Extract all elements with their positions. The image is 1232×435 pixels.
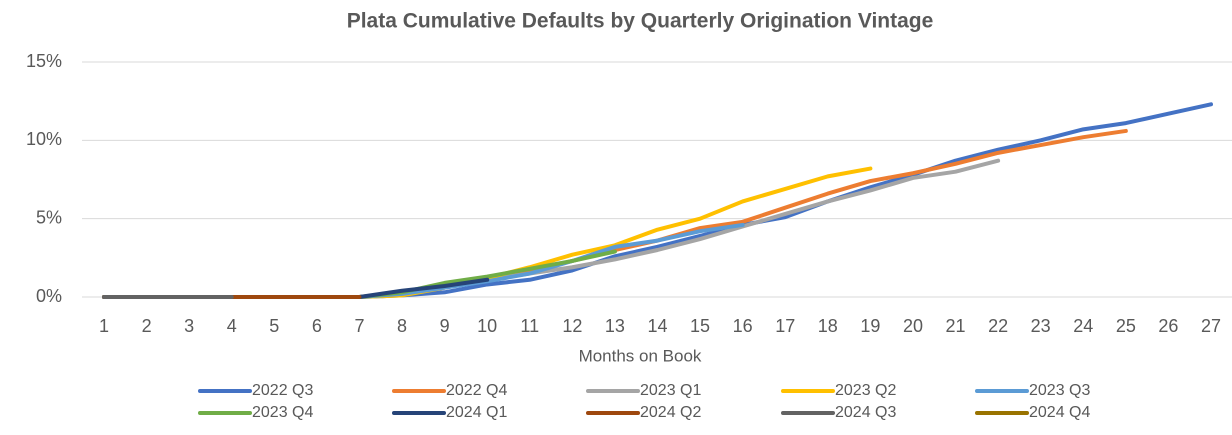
x-tick-label: 2 bbox=[142, 316, 152, 336]
x-tick-label: 3 bbox=[184, 316, 194, 336]
x-tick-label: 14 bbox=[647, 316, 667, 336]
x-tick-label: 7 bbox=[354, 316, 364, 336]
legend-label: 2024 Q3 bbox=[835, 404, 896, 421]
x-tick-label: 6 bbox=[312, 316, 322, 336]
x-tick-label: 12 bbox=[562, 316, 582, 336]
x-tick-label: 23 bbox=[1031, 316, 1051, 336]
legend-label: 2022 Q3 bbox=[252, 382, 313, 399]
x-tick-label: 25 bbox=[1116, 316, 1136, 336]
legend-label: 2023 Q4 bbox=[252, 404, 313, 421]
x-tick-label: 9 bbox=[440, 316, 450, 336]
chart-title: Plata Cumulative Defaults by Quarterly O… bbox=[347, 10, 934, 33]
legend-label: 2024 Q1 bbox=[446, 404, 507, 421]
x-tick-label: 18 bbox=[818, 316, 838, 336]
legend-label: 2024 Q2 bbox=[640, 404, 701, 421]
series-line bbox=[102, 249, 617, 299]
x-tick-label: 15 bbox=[690, 316, 710, 336]
y-tick-label: 5% bbox=[36, 207, 62, 227]
y-tick-label: 10% bbox=[26, 129, 62, 149]
legend-label: 2024 Q4 bbox=[1029, 404, 1090, 421]
x-tick-label: 22 bbox=[988, 316, 1008, 336]
x-tick-label: 11 bbox=[520, 316, 539, 336]
x-tick-label: 8 bbox=[397, 316, 407, 336]
series-line bbox=[102, 102, 1213, 299]
x-tick-label: 26 bbox=[1158, 316, 1178, 336]
x-tick-label: 16 bbox=[733, 316, 753, 336]
legend-label: 2023 Q1 bbox=[640, 382, 701, 399]
x-tick-label: 17 bbox=[775, 316, 795, 336]
x-tick-label: 20 bbox=[903, 316, 923, 336]
x-tick-label: 5 bbox=[269, 316, 279, 336]
y-tick-label: 0% bbox=[36, 286, 62, 306]
x-tick-label: 1 bbox=[99, 316, 109, 336]
x-tick-label: 4 bbox=[227, 316, 237, 336]
x-tick-label: 10 bbox=[477, 316, 497, 336]
x-tick-label: 21 bbox=[946, 316, 966, 336]
y-tick-label: 15% bbox=[26, 51, 62, 71]
x-tick-label: 13 bbox=[605, 316, 625, 336]
x-axis-title: Months on Book bbox=[579, 346, 702, 365]
x-tick-label: 24 bbox=[1073, 316, 1093, 336]
legend-label: 2022 Q4 bbox=[446, 382, 507, 399]
x-tick-label: 27 bbox=[1201, 316, 1221, 336]
legend-label: 2023 Q2 bbox=[835, 382, 896, 399]
legend-label: 2023 Q3 bbox=[1029, 382, 1090, 399]
x-tick-label: 19 bbox=[860, 316, 880, 336]
